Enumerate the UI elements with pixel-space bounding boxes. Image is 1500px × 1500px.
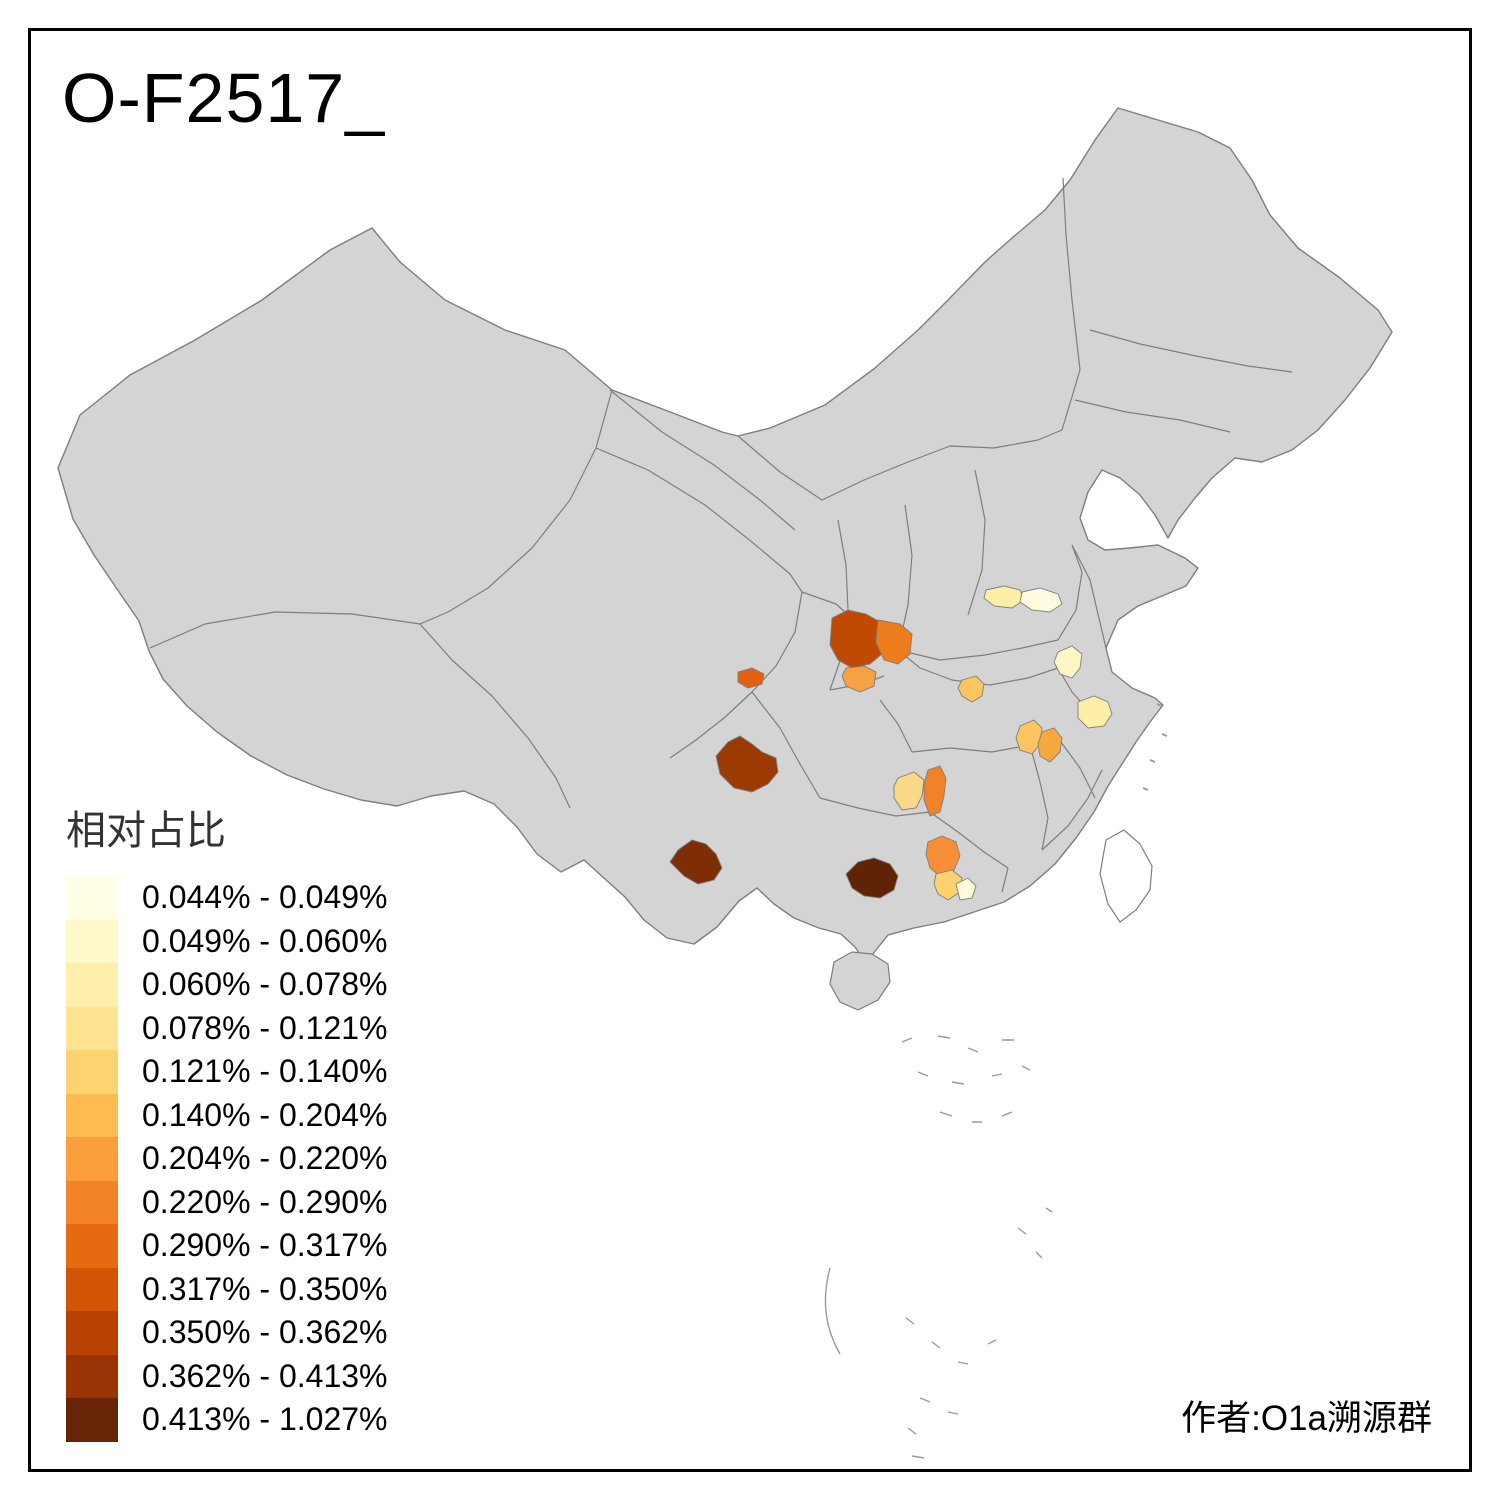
- legend-label: 0.049% - 0.060%: [142, 922, 388, 959]
- legend-label: 0.413% - 1.027%: [142, 1401, 388, 1438]
- legend-label: 0.220% - 0.290%: [142, 1183, 388, 1220]
- legend-label: 0.121% - 0.140%: [142, 1053, 388, 1090]
- legend-swatch: [66, 1267, 118, 1311]
- legend-row: 0.140% - 0.204%: [66, 1093, 388, 1137]
- legend-row: 0.121% - 0.140%: [66, 1050, 388, 1094]
- map-region-14: [1077, 695, 1113, 729]
- legend-swatch: [66, 1050, 118, 1094]
- author-caption: 作者:O1a溯源群: [1181, 1399, 1432, 1438]
- legend-swatch: [66, 1311, 118, 1355]
- map-region-6: [845, 857, 899, 899]
- map-region-16: [983, 585, 1025, 609]
- map-region-18: [957, 675, 985, 703]
- legend-swatch: [66, 1137, 118, 1181]
- legend-swatch: [66, 1180, 118, 1224]
- map-region-11: [893, 771, 925, 811]
- legend-swatch: [66, 1354, 118, 1398]
- map-region-15: [1053, 645, 1083, 679]
- legend-row: 0.060% - 0.078%: [66, 963, 388, 1007]
- legend-label: 0.078% - 0.121%: [142, 1009, 388, 1046]
- hainan-island: [829, 951, 891, 1011]
- legend-swatch: [66, 1224, 118, 1268]
- map-region-5: [669, 839, 723, 885]
- legend-label: 0.204% - 0.220%: [142, 1140, 388, 1177]
- map-region-13: [1037, 727, 1063, 763]
- legend-row: 0.078% - 0.121%: [66, 1006, 388, 1050]
- legend-label: 0.350% - 0.362%: [142, 1314, 388, 1351]
- taiwan-island: [1099, 829, 1153, 923]
- legend: 相对占比 0.044% - 0.049% 0.049% - 0.060% 0.0…: [66, 798, 388, 1442]
- map-region-9: [955, 877, 977, 901]
- map-region-3: [737, 667, 765, 689]
- legend-row: 0.413% - 1.027%: [66, 1398, 388, 1442]
- legend-swatch: [66, 963, 118, 1007]
- map-region-10: [923, 765, 947, 817]
- legend-swatch: [66, 1006, 118, 1050]
- legend-row: 0.350% - 0.362%: [66, 1311, 388, 1355]
- map-region-4: [715, 735, 779, 793]
- legend-row: 0.290% - 0.317%: [66, 1224, 388, 1268]
- map-region-17: [1019, 587, 1063, 613]
- legend-row: 0.044% - 0.049%: [66, 876, 388, 920]
- legend-row: 0.362% - 0.413%: [66, 1354, 388, 1398]
- legend-row: 0.317% - 0.350%: [66, 1267, 388, 1311]
- page-title: O-F2517_: [62, 59, 386, 137]
- legend-row: 0.049% - 0.060%: [66, 919, 388, 963]
- legend-label: 0.060% - 0.078%: [142, 966, 388, 1003]
- south-china-sea-islands: [824, 1035, 1053, 1459]
- map-region-1: [875, 619, 913, 665]
- map-region-7: [925, 835, 961, 877]
- legend-label: 0.044% - 0.049%: [142, 879, 388, 916]
- legend-label: 0.290% - 0.317%: [142, 1227, 388, 1264]
- legend-swatch: [66, 1398, 118, 1442]
- legend-swatch: [66, 1093, 118, 1137]
- legend-swatch: [66, 876, 118, 920]
- legend-label: 0.317% - 0.350%: [142, 1270, 388, 1307]
- map-region-2: [841, 665, 877, 693]
- legend-label: 0.362% - 0.413%: [142, 1357, 388, 1394]
- legend-swatch: [66, 919, 118, 963]
- legend-label: 0.140% - 0.204%: [142, 1096, 388, 1133]
- legend-title: 相对占比: [66, 809, 226, 853]
- map-region-8: [933, 869, 963, 901]
- map-region-12: [1015, 719, 1043, 755]
- coastal-islets: [1142, 703, 1168, 791]
- legend-row: 0.220% - 0.290%: [66, 1180, 388, 1224]
- legend-row: 0.204% - 0.220%: [66, 1137, 388, 1181]
